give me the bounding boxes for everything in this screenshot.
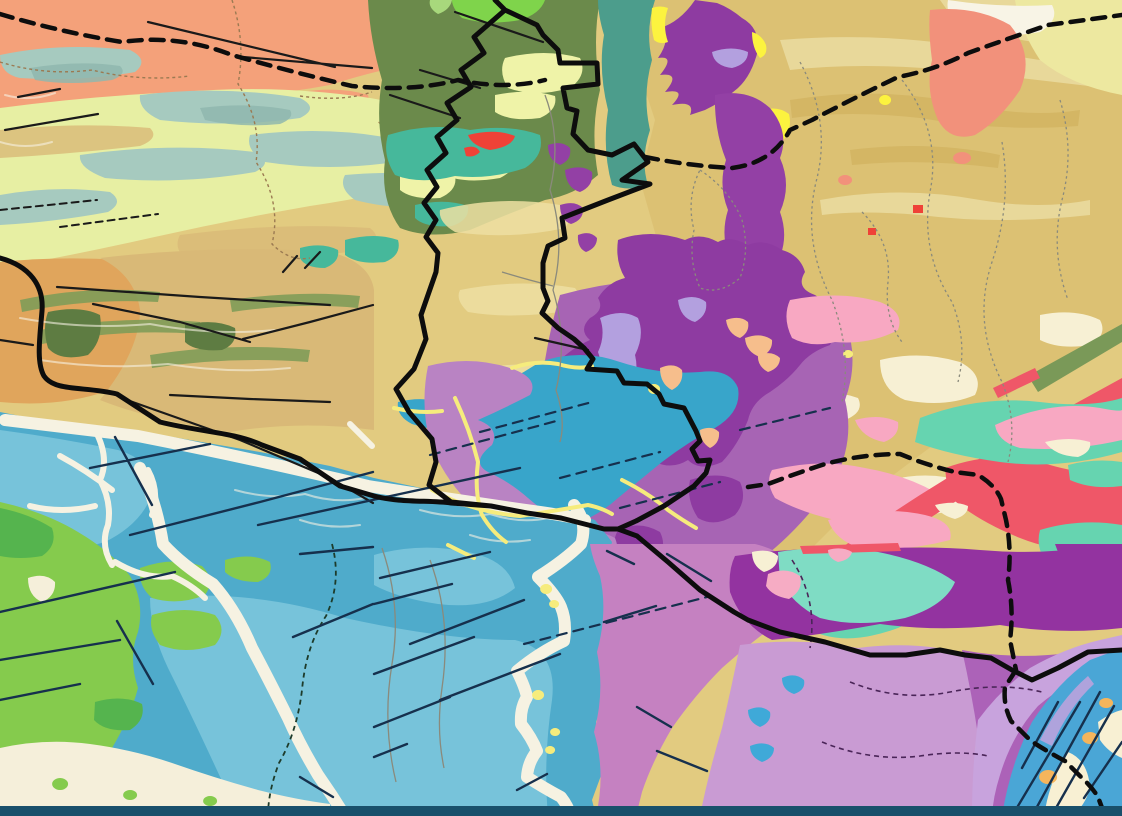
geo-unit-ne-salmon-patch xyxy=(838,9,1026,185)
geo-unit-purple-triangle xyxy=(658,0,759,115)
geo-unit-red-volcanics xyxy=(464,131,515,157)
geo-unit-sw-green-dots xyxy=(52,778,218,806)
geo-unit-se-blue-spots xyxy=(748,675,805,762)
geo-unit-purple-arm xyxy=(548,93,786,312)
admin-boundary-sw-green xyxy=(267,543,337,816)
geo-unit-corner-lavender-streak xyxy=(1040,676,1094,746)
country-border-solid xyxy=(0,0,1122,683)
admin-boundary-ne-dotted xyxy=(690,61,1069,463)
geo-unit-nw-salmon xyxy=(0,0,558,279)
geo-unit-nw-tealgray-streaks xyxy=(0,46,473,226)
stream-lines xyxy=(392,360,698,560)
geo-unit-se-mint-patch xyxy=(778,548,955,623)
fault-lines-dashed xyxy=(428,400,832,646)
map-bottom-bar xyxy=(0,806,1122,816)
geo-unit-sw-green-dark xyxy=(0,508,143,795)
geo-unit-tealgreen-cluster xyxy=(300,126,541,268)
geo-unit-nw-tan-streaks xyxy=(0,125,377,262)
geo-unit-belt-olive xyxy=(1028,324,1122,392)
geo-unit-ne-light-streaks xyxy=(780,0,1122,220)
geo-unit-mauve-fringe xyxy=(424,360,618,566)
fault-lines-nw-dashed xyxy=(0,199,159,228)
fault-lines-northwest xyxy=(0,10,590,505)
geo-unit-se-cream-bit xyxy=(752,550,778,572)
geo-unit-belt-cream xyxy=(935,439,1091,519)
geo-unit-se-pink-bits xyxy=(766,548,852,599)
geo-unit-corner-orange xyxy=(1039,698,1114,784)
geo-unit-ne-dark-streaks xyxy=(790,93,1080,168)
geo-unit-ne-red-dots xyxy=(868,205,923,235)
geo-unit-basin-light xyxy=(0,430,553,816)
geo-unit-nw-tealgray-dark xyxy=(30,63,292,126)
geo-unit-pocket-streaks xyxy=(439,201,580,394)
geo-unit-darkgreen-patches xyxy=(45,309,236,358)
fault-lines-basin xyxy=(0,435,1122,816)
geo-unit-sw-cream xyxy=(0,575,330,807)
geo-unit-se-lightmauve xyxy=(700,641,983,816)
country-border-dashed xyxy=(0,11,1122,816)
river-valley-branches xyxy=(27,421,375,601)
geo-unit-peach-accents xyxy=(660,317,780,448)
geo-unit-se-red-streak xyxy=(800,543,901,554)
river-speckle-texture xyxy=(0,92,549,543)
geo-unit-corner-cream xyxy=(1044,710,1122,816)
geo-unit-triangle-lavender xyxy=(712,48,748,68)
geo-unit-light-green xyxy=(429,0,452,14)
admin-boundary-rivers xyxy=(381,94,563,783)
geo-unit-teal-band xyxy=(598,0,655,189)
